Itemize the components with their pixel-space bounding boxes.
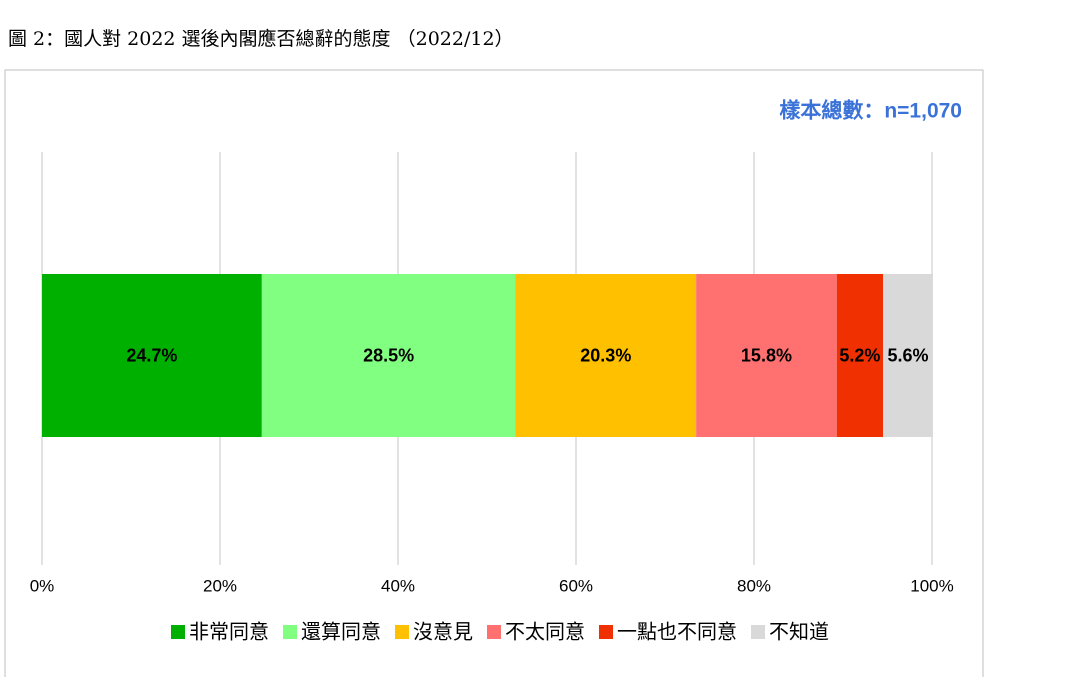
x-tick-label: 60% xyxy=(559,576,593,595)
bar-segment xyxy=(696,274,837,437)
legend-swatch xyxy=(599,625,613,639)
legend-label: 不知道 xyxy=(769,620,829,643)
legend-label: 還算同意 xyxy=(301,620,381,643)
data-label: 15.8% xyxy=(741,345,792,365)
chart-title: 圖 2：國人對 2022 選後內閣應否總辭的態度 （2022/12） xyxy=(8,27,514,50)
data-label: 5.6% xyxy=(887,345,928,365)
bar-segment xyxy=(261,274,516,437)
legend-swatch xyxy=(283,625,297,639)
x-tick-label: 40% xyxy=(381,576,415,595)
data-label: 24.7% xyxy=(126,345,177,365)
data-label: 20.3% xyxy=(580,345,631,365)
legend-swatch xyxy=(171,625,185,639)
data-label: 5.2% xyxy=(839,345,880,365)
legend-label: 非常同意 xyxy=(189,620,269,643)
legend-label: 一點也不同意 xyxy=(617,620,737,643)
x-tick-label: 20% xyxy=(203,576,237,595)
sample-annotation: 樣本總數：n=1,070 xyxy=(779,99,962,123)
x-tick-label: 100% xyxy=(910,576,953,595)
bar-segment xyxy=(836,274,884,437)
legend-swatch xyxy=(751,625,765,639)
x-tick-label: 0% xyxy=(30,576,55,595)
legend-label: 沒意見 xyxy=(413,620,473,643)
legend-swatch xyxy=(487,625,501,639)
data-label: 28.5% xyxy=(363,345,414,365)
bar-segment xyxy=(515,274,697,437)
legend-label: 不太同意 xyxy=(505,620,585,643)
x-tick-label: 80% xyxy=(737,576,771,595)
legend-swatch xyxy=(395,625,409,639)
bar-segment xyxy=(42,274,262,437)
chart-frame xyxy=(4,69,984,677)
bar-segment xyxy=(883,274,933,437)
